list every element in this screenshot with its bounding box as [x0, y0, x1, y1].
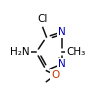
Text: N: N — [58, 27, 66, 37]
Text: CH₃: CH₃ — [66, 47, 85, 57]
Text: Cl: Cl — [38, 14, 48, 24]
Text: O: O — [51, 70, 59, 80]
Text: H₂N: H₂N — [10, 47, 30, 57]
Text: N: N — [58, 59, 66, 69]
